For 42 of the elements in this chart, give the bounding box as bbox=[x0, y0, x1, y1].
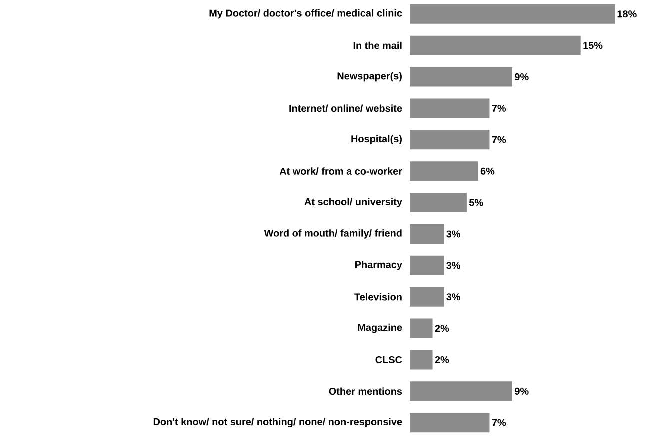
bar bbox=[410, 318, 433, 338]
data-label: 3% bbox=[446, 262, 460, 270]
y-tick-label: Television bbox=[354, 293, 402, 301]
y-tick-label: At school/ university bbox=[304, 198, 402, 208]
data-label: 18% bbox=[618, 10, 637, 18]
bar bbox=[410, 224, 444, 244]
bar bbox=[410, 36, 581, 56]
data-label: 6% bbox=[480, 168, 495, 175]
y-tick-label: Pharmacy bbox=[356, 261, 402, 270]
data-label: 9% bbox=[515, 74, 529, 81]
data-label: 7% bbox=[492, 104, 506, 112]
y-tick-label: CLSC bbox=[376, 356, 402, 364]
data-label: 9% bbox=[515, 388, 529, 395]
bar bbox=[410, 193, 467, 213]
bar bbox=[410, 67, 512, 87]
bar bbox=[410, 287, 444, 307]
y-tick-label: Other mentions bbox=[329, 388, 402, 396]
data-label: 7% bbox=[492, 136, 506, 144]
y-tick-label: Don't know/ not sure/ nothing/ none/ non-responsive bbox=[154, 418, 402, 428]
y-tick-label: Word of mouth/ family/ friend bbox=[264, 230, 402, 239]
data-label: 3% bbox=[446, 294, 460, 301]
y-tick-label: In the mail bbox=[354, 42, 402, 50]
data-label: 7% bbox=[492, 419, 506, 426]
bar bbox=[410, 413, 490, 433]
y-tick-label: My Doctor/ doctor's office/ medical clinic bbox=[210, 10, 402, 19]
data-label: 5% bbox=[469, 199, 484, 206]
bar bbox=[410, 256, 444, 276]
data-label: 15% bbox=[584, 42, 603, 50]
bar bbox=[410, 4, 615, 24]
bar bbox=[410, 98, 490, 118]
bar bbox=[410, 382, 512, 402]
y-tick-label: Hospital(s) bbox=[352, 135, 402, 145]
data-label: 2% bbox=[435, 325, 450, 332]
y-tick-label: At work/ from a co-worker bbox=[280, 168, 402, 176]
y-tick-label: Internet/ online/ website bbox=[290, 104, 402, 112]
bar bbox=[410, 162, 478, 182]
y-tick-label: Newspaper(s) bbox=[338, 72, 402, 82]
bar bbox=[410, 350, 433, 370]
data-label: 3% bbox=[446, 230, 460, 238]
data-label: 2% bbox=[435, 356, 450, 364]
bar bbox=[410, 130, 490, 150]
y-tick-label: Magazine bbox=[358, 324, 402, 334]
